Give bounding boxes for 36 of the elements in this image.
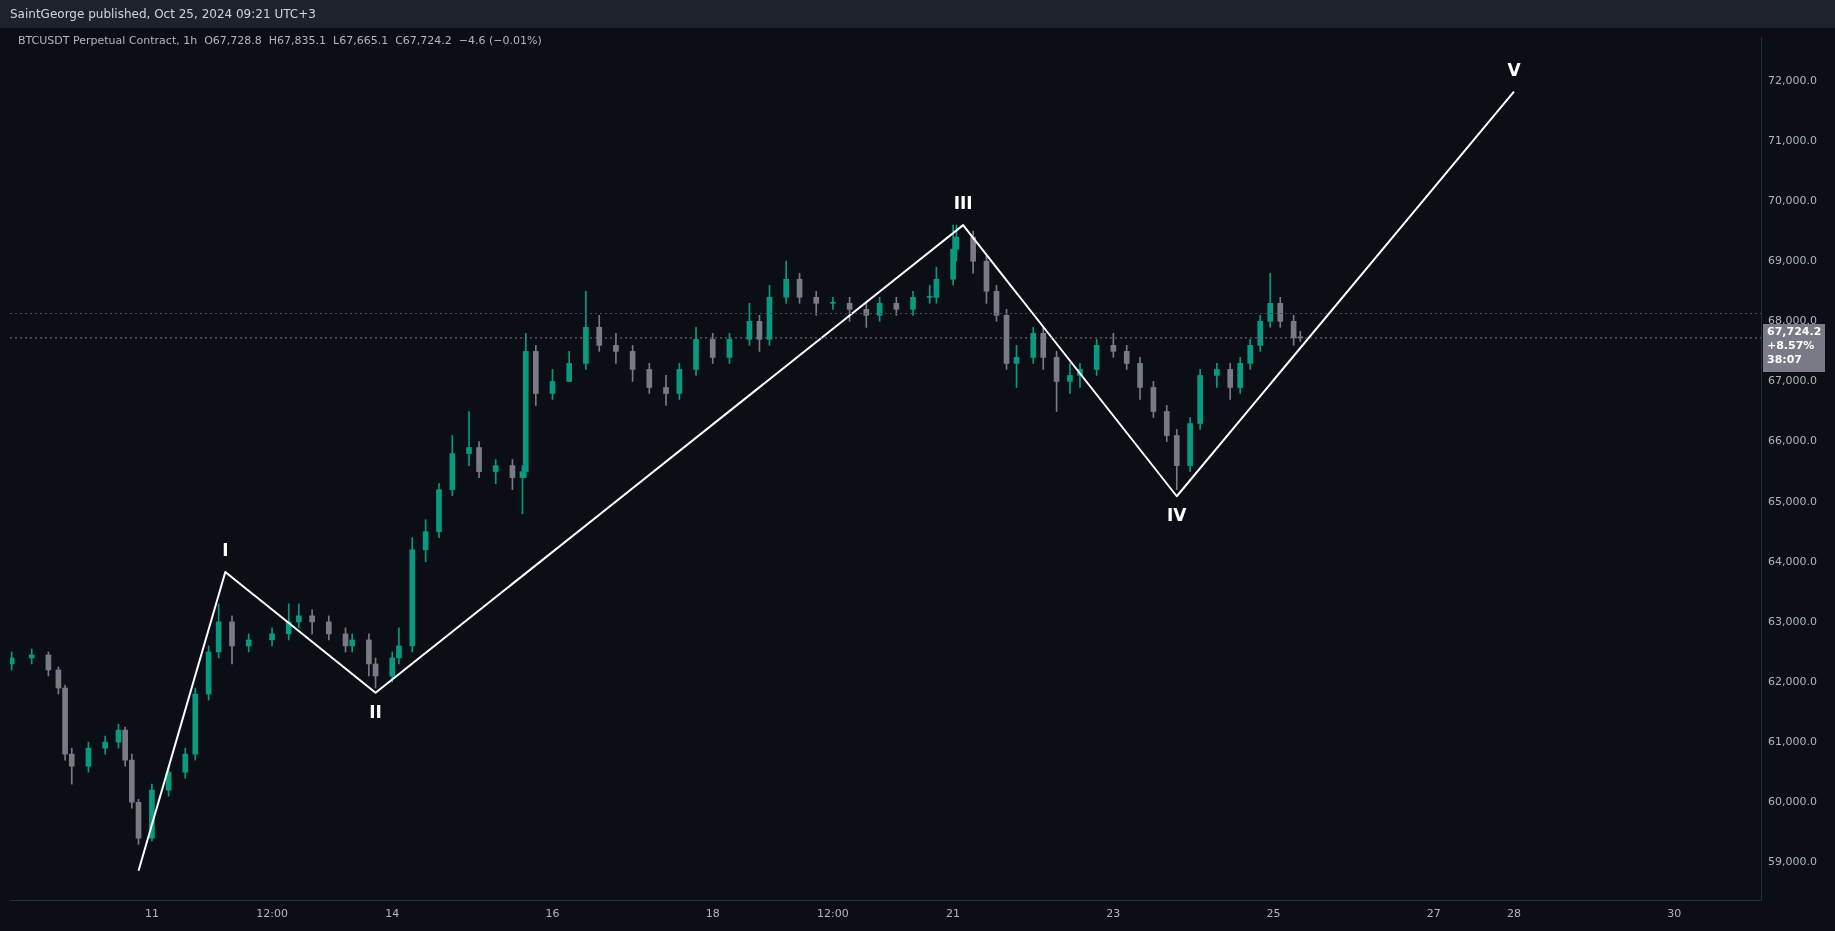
x-tick-label: 28	[1506, 907, 1521, 921]
y-tick-label: 67,000.0	[1768, 374, 1817, 388]
annotation: V	[1507, 59, 1522, 80]
x-tick-label: 30	[1667, 907, 1682, 921]
chart-title: SaintGeorge published, Oct 25, 2024 09:21 UTC+3	[0, 0, 1835, 28]
x-tick-label: 27	[1426, 907, 1441, 921]
y-tick-label: 72,000.0	[1768, 73, 1817, 87]
y-tick-label: 60,000.0	[1768, 795, 1817, 809]
y-tick-label: 71,000.0	[1768, 133, 1817, 147]
x-tick-label: 25	[1266, 907, 1281, 921]
annotation: III	[953, 193, 973, 214]
y-tick-label: 59,000.0	[1768, 855, 1817, 869]
y-tick-label: 69,000.0	[1768, 254, 1817, 268]
y-tick-label: 62,000.0	[1768, 674, 1817, 688]
chart-subtitle: BTCUSDT Perpetual Contract, 1h O67,728.8 H67,835.1 L67,665.1 C67,724.2 −4.6 (−0.01%)	[18, 34, 542, 48]
y-tick-label: 61,000.0	[1768, 734, 1817, 748]
y-tick-label: 66,000.0	[1768, 434, 1817, 448]
x-tick-label: 23	[1106, 907, 1121, 921]
x-tick-label: 11	[144, 907, 159, 921]
candlestick	[663, 375, 669, 406]
annotation: II	[369, 701, 382, 722]
y-tick-label: 64,000.0	[1768, 554, 1817, 568]
x-tick-label: 16	[545, 907, 560, 921]
x-tick-label: 12:00	[817, 907, 849, 921]
y-tick-label: 70,000.0	[1768, 193, 1817, 207]
annotation: IV	[1167, 505, 1188, 526]
x-tick-label: 18	[705, 907, 720, 921]
x-tick-label: 12:00	[256, 907, 288, 921]
candlestick	[1067, 363, 1073, 394]
y-tick-label: 63,000.0	[1768, 614, 1817, 628]
x-tick-label: 21	[946, 907, 961, 921]
x-tick-label: 14	[385, 907, 400, 921]
candlestick	[830, 296, 836, 310]
candlestick	[466, 411, 472, 466]
y-tick-label: 65,000.0	[1768, 494, 1817, 508]
annotation: I	[222, 539, 229, 560]
